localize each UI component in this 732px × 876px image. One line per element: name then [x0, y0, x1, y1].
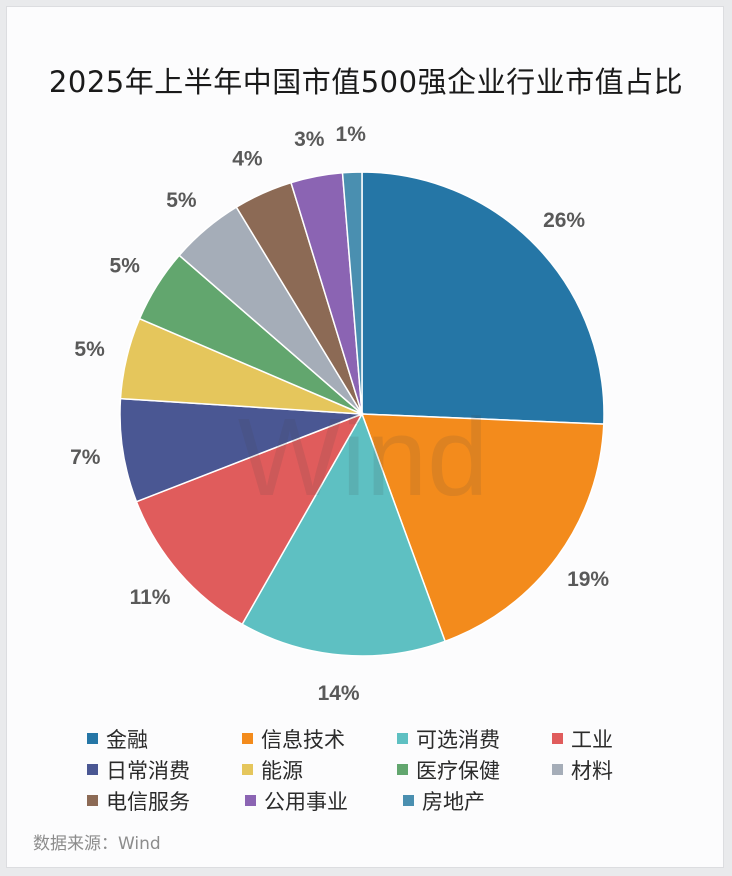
legend: 金融 信息技术 可选消费 工业日常消费 能源 医疗保健 材料电信服务 公用事业 房地产 — [87, 723, 707, 816]
legend-item: 医疗保健 — [397, 755, 552, 785]
legend-swatch — [245, 795, 256, 806]
legend-label: 可选消费 — [416, 727, 500, 752]
legend-item: 能源 — [242, 755, 397, 785]
pie-slice-1 — [360, 413, 605, 643]
data-label-1: 19% — [567, 568, 609, 591]
legend-swatch — [87, 733, 98, 744]
legend-swatch — [242, 733, 253, 744]
legend-label: 日常消费 — [106, 758, 190, 783]
legend-item: 信息技术 — [242, 724, 397, 754]
legend-item: 公用事业 — [245, 786, 403, 816]
data-label-0: 26% — [543, 209, 585, 232]
pie-slice-3 — [135, 412, 364, 626]
legend-item: 电信服务 — [87, 786, 245, 816]
legend-label: 公用事业 — [264, 789, 348, 814]
legend-swatch — [397, 733, 408, 744]
legend-item: 材料 — [552, 755, 707, 785]
data-label-6: 5% — [110, 254, 141, 277]
legend-label: 电信服务 — [106, 789, 190, 814]
data-label-8: 4% — [232, 148, 263, 171]
legend-item: 工业 — [552, 724, 707, 754]
data-label-3: 11% — [130, 586, 171, 609]
pie-data-labels: 26% 19% 14% 11% 7% 5% 5% 5% 4% 3% 1% — [70, 123, 609, 705]
legend-label: 能源 — [261, 758, 303, 783]
pie-slice-0 — [361, 171, 605, 425]
legend-item: 可选消费 — [397, 724, 552, 754]
watermark: Wind — [238, 396, 489, 519]
legend-swatch — [403, 795, 414, 806]
source-note: 数据来源：Wind — [33, 834, 161, 854]
legend-item: 日常消费 — [87, 755, 242, 785]
data-label-10: 1% — [336, 123, 367, 146]
legend-label: 房地产 — [422, 789, 485, 814]
legend-item: 金融 — [87, 724, 242, 754]
legend-swatch — [87, 764, 98, 775]
data-label-9: 3% — [294, 128, 325, 151]
legend-label: 工业 — [571, 727, 613, 752]
legend-swatch — [397, 764, 408, 775]
chart-card: 2025年上半年中国市值500强企业行业市值占比 Wind 26% 19% 14% 1… — [6, 6, 724, 868]
data-label-4: 7% — [70, 446, 101, 469]
pie-slice-10 — [341, 171, 363, 415]
legend-item: 房地产 — [403, 786, 561, 816]
data-label-7: 5% — [166, 189, 197, 212]
legend-row: 日常消费 能源 医疗保健 材料 — [87, 754, 707, 785]
legend-swatch — [552, 764, 563, 775]
data-label-2: 14% — [318, 682, 360, 705]
legend-row: 金融 信息技术 可选消费 工业 — [87, 723, 707, 754]
legend-label: 医疗保健 — [416, 758, 500, 783]
pie-chart: Wind 26% 19% 14% 11% 7% 5% 5% 5% 4% 3% 1% — [70, 123, 609, 705]
legend-swatch — [552, 733, 563, 744]
legend-label: 信息技术 — [261, 727, 345, 752]
legend-label: 金融 — [106, 727, 148, 752]
legend-swatch — [87, 795, 98, 806]
legend-label: 材料 — [571, 758, 613, 783]
data-label-5: 5% — [74, 338, 105, 361]
pie-slice-2 — [241, 412, 447, 657]
chart-title: 2025年上半年中国市值500强企业行业市值占比 — [48, 65, 684, 99]
legend-swatch — [242, 764, 253, 775]
pie-slices — [119, 171, 605, 657]
pie-slice-4 — [119, 397, 363, 503]
legend-row: 电信服务 公用事业 房地产 — [87, 785, 707, 816]
